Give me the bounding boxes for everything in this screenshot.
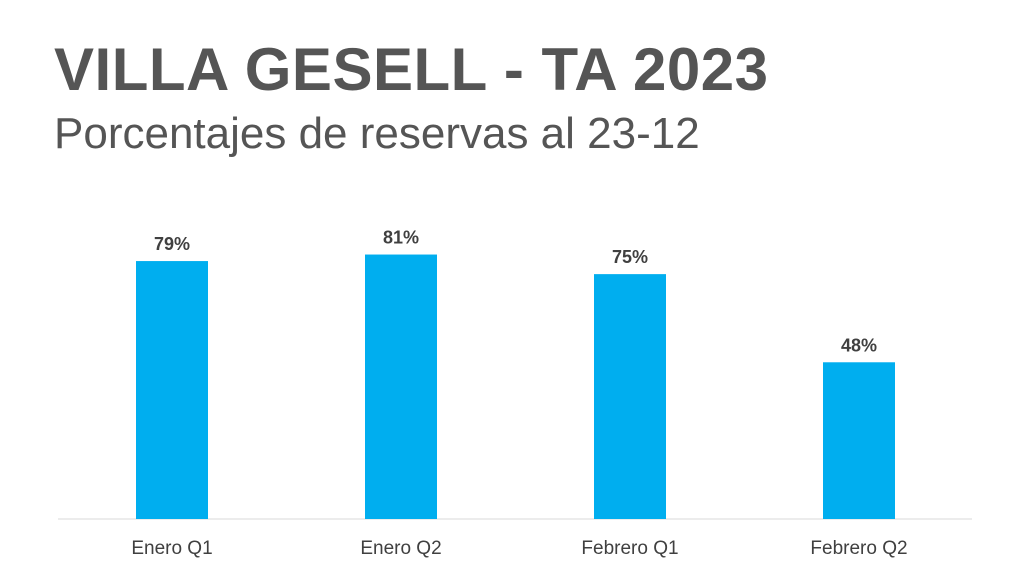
bar-enero-q2 [365, 254, 437, 519]
bar-enero-q1 [136, 261, 208, 519]
data-label: 48% [841, 335, 877, 355]
data-label: 75% [612, 247, 648, 267]
category-label: Enero Q1 [131, 538, 212, 559]
category-label: Febrero Q2 [810, 538, 907, 559]
chart-subtitle: Porcentajes de reservas al 23-12 [54, 109, 700, 158]
category-label: Enero Q2 [360, 538, 441, 559]
category-label: Febrero Q1 [581, 538, 678, 559]
data-label: 79% [154, 234, 190, 254]
chart-title: VILLA GESELL - TA 2023 [54, 36, 769, 103]
bar-febrero-q2 [823, 362, 895, 519]
data-label: 81% [383, 228, 419, 248]
bar-febrero-q1 [594, 274, 666, 519]
